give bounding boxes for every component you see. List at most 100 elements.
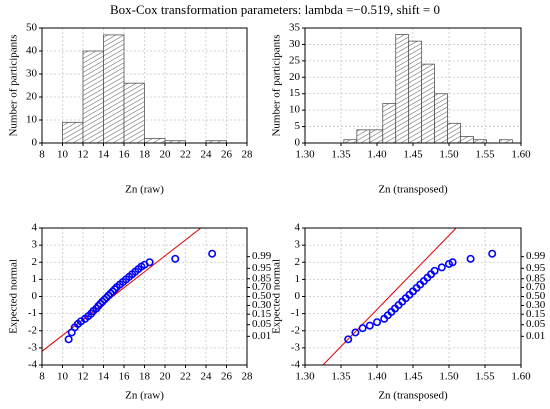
y2-tick-label: 0.30 [526,299,546,311]
x-tick-label: 1.45 [403,371,423,383]
y-tick-label: -3 [291,341,301,353]
x-tick-label: 22 [180,149,191,161]
y2-tick-label: 0.30 [252,299,272,311]
y2-tick-label: 0.01 [252,330,271,342]
x-tick-label: 16 [119,371,131,383]
plot-area [322,228,457,365]
x-tick-label: 24 [201,371,213,383]
plot-area [62,34,227,143]
y-tick-label: 30 [289,38,301,50]
y-tick-label: -1 [291,307,300,319]
y2-tick-label: 0.15 [252,308,272,320]
x-tick-label: 16 [119,149,131,161]
point [437,263,446,272]
bar [62,121,84,143]
x-tick-label: 14 [98,149,110,161]
x-axis-label: Zn (raw) [125,390,164,402]
x-tick-label: 20 [160,149,172,161]
bar [421,63,436,143]
y-tick-label: 50 [26,22,38,34]
bar [82,50,104,143]
point [358,324,367,333]
y2-tick-label: 0.15 [526,308,546,320]
y-tick-label: 2 [32,256,38,268]
fit-line [42,228,202,352]
x-tick-label: 1.35 [331,371,351,383]
point [466,254,475,263]
y-tick-label: -1 [28,307,37,319]
x-tick-label: 1.30 [295,149,315,161]
x-tick-label: 8 [39,149,45,161]
x-tick-label: 1.35 [331,149,351,161]
x-tick-label: 1.50 [439,149,459,161]
y2-tick-label: 0.05 [252,318,272,330]
x-tick-label: 1.45 [403,149,423,161]
y-tick-label: 0 [295,290,301,302]
plot-frame [41,227,248,366]
y-tick-label: 4 [295,222,301,234]
x-tick-label: 12 [78,149,89,161]
y-tick-label: 5 [295,120,301,132]
y2-tick-label: 0.99 [526,250,546,262]
x-tick-label: 1.40 [367,371,387,383]
point [102,293,111,302]
point [64,335,73,344]
bar [460,136,474,143]
y2-tick-label: 0.85 [252,272,272,284]
point [108,287,117,296]
x-tick-label: 10 [57,149,69,161]
y2-tick-label: 0.50 [526,290,546,302]
y-tick-label: 20 [289,71,301,83]
point [100,295,109,304]
x-tick-label: 24 [201,149,213,161]
x-axis-label: Zn (transposed) [378,390,448,402]
plot-frame [304,27,522,144]
bar [395,34,410,143]
figure-title: Box-Cox transformation parameters: lambd… [110,2,440,17]
y-tick-label: -4 [291,359,301,371]
x-tick-label: 1.30 [295,371,315,383]
point [98,297,107,306]
point [430,266,439,275]
x-tick-label: 18 [139,149,151,161]
bar [123,82,145,143]
plot-frame [304,227,522,366]
y-tick-label: 1 [32,273,38,285]
bar [447,122,461,143]
y2-tick-label: 0.01 [526,330,545,342]
y-tick-label: -2 [28,324,37,336]
y-axis-label: Expected normal [8,259,20,334]
x-tick-label: 26 [221,149,233,161]
y-tick-label: -4 [28,359,38,371]
y-axis-label: Number of participants [271,34,283,136]
y-tick-label: 25 [289,54,301,66]
point [365,321,374,330]
x-tick-label: 10 [57,371,69,383]
y-tick-label: -3 [28,341,38,353]
point [344,335,353,344]
y2-tick-label: 0.95 [526,262,546,274]
y-tick-label: 15 [289,87,301,99]
x-axis-label: Zn (raw) [125,184,164,196]
x-tick-label: 1.55 [475,371,495,383]
y-tick-label: 10 [289,104,301,116]
y-tick-label: 3 [32,239,38,251]
y-tick-label: 35 [289,22,301,34]
y-tick-label: 10 [26,114,38,126]
y-tick-label: 0 [32,290,38,302]
x-tick-label: 1.40 [367,149,387,161]
y-axis-label: Number of participants [8,34,20,136]
y-tick-label: 0 [295,137,301,149]
x-tick-label: 14 [98,371,110,383]
x-tick-label: 22 [180,371,191,383]
x-tick-label: 1.55 [475,149,495,161]
y-tick-label: 2 [295,256,301,268]
point [372,318,381,327]
bar [408,40,423,143]
y2-tick-label: 0.70 [252,281,272,293]
y-tick-label: -2 [291,324,300,336]
x-tick-label: 1.60 [511,371,531,383]
bar [144,137,166,143]
y2-tick-label: 0.05 [526,318,546,330]
